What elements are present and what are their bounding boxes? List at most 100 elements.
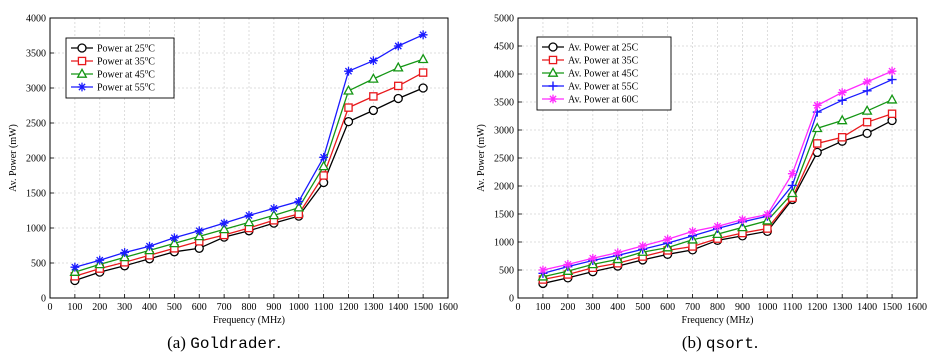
data-point-2-13	[392, 61, 404, 72]
x-tick-label: 300	[117, 302, 132, 313]
legend-marker-1	[548, 55, 558, 65]
x-tick-label: 1600	[438, 302, 458, 313]
data-point-1-12	[837, 133, 847, 142]
data-point-3-12	[368, 56, 378, 66]
x-axis-label: Frequency (MHz)	[682, 315, 754, 326]
y-tick-label: 2000	[494, 182, 514, 193]
y-tick-label: 5000	[494, 14, 514, 25]
y-tick-label: 3500	[26, 49, 46, 60]
x-tick-label: 1200	[807, 302, 827, 313]
data-point-2-7	[243, 216, 255, 227]
data-point-3-11	[344, 66, 353, 76]
x-tick-label: 500	[635, 302, 650, 313]
legend-label-degree: o	[145, 42, 149, 50]
y-axis-label: Av. Power (mW)	[8, 124, 19, 192]
legend-label-2: Av. Power at 45C	[568, 69, 639, 80]
data-point-2-5	[193, 230, 205, 241]
chart-goldrader: 0 100 200 300 400 500 600 700 800 900 1000 1100 1200…	[8, 14, 458, 354]
y-tick-label: 500	[499, 266, 514, 277]
legend-label-main: Power at 35	[97, 57, 145, 68]
legend-marker-3	[77, 82, 87, 92]
y-tick-label: 3500	[494, 98, 514, 109]
x-tick-label: 1300	[363, 302, 383, 313]
data-point-2-12	[367, 72, 379, 83]
data-point-4-8	[738, 215, 747, 224]
x-tick-label: 200	[92, 302, 107, 313]
legend-label-1: Av. Power at 35C	[568, 56, 639, 67]
data-point-4-11	[812, 100, 822, 110]
caption-suffix: .	[277, 333, 281, 352]
data-point-0-13	[393, 93, 403, 104]
x-tick-label: 1600	[907, 302, 927, 313]
y-tick-label: 2000	[26, 154, 46, 165]
y-tick-label: 4000	[494, 70, 514, 81]
y-tick-label: 0	[41, 294, 46, 305]
legend-label-3: Av. Power at 55C	[568, 82, 639, 93]
legend-label-0: Av. Power at 25C	[568, 43, 639, 54]
data-point-1-9	[763, 224, 772, 233]
data-point-1-10	[319, 171, 328, 180]
legend-label-2: Power at 45oC	[97, 68, 155, 81]
data-point-4-0	[538, 265, 548, 275]
data-point-4-9	[762, 210, 772, 219]
chart-qsort: 0 100 200 300 400 500 600 700 800 900 1000 1100 1200…	[476, 14, 927, 354]
data-point-2-14	[417, 53, 429, 64]
legend-marker-0	[77, 43, 87, 53]
data-point-4-10	[787, 169, 797, 179]
data-point-3-13	[393, 41, 403, 51]
data-point-1-11	[813, 139, 822, 148]
data-point-4-3	[613, 248, 623, 258]
data-point-3-10	[787, 180, 797, 190]
legend-label-main: Av. Power at 45C	[568, 69, 639, 80]
data-point-4-14	[887, 66, 897, 76]
x-tick-label: 700	[685, 302, 700, 313]
legend-marker-0	[548, 42, 558, 52]
legend-label-4: Av. Power at 60C	[568, 95, 639, 106]
legend-label-unit: C	[148, 83, 155, 94]
x-tick-label: 800	[242, 302, 257, 313]
legend-label-main: Power at 45	[97, 70, 145, 81]
legend-label-main: Av. Power at 60C	[568, 95, 639, 106]
legend-label-degree: o	[145, 68, 149, 76]
x-tick-label: 1000	[757, 302, 777, 313]
data-point-3-14	[887, 75, 897, 85]
y-tick-label: 2500	[494, 154, 514, 165]
data-point-4-7	[713, 221, 722, 231]
data-point-2-7	[712, 228, 723, 239]
y-tick-label: 3000	[494, 126, 514, 137]
data-point-3-7	[244, 211, 254, 220]
y-tick-label: 1000	[26, 224, 46, 235]
data-point-3-6	[219, 218, 229, 228]
x-tick-label: 100	[535, 302, 550, 313]
data-point-0-13	[862, 128, 872, 139]
x-tick-label: 1400	[388, 302, 408, 313]
data-point-4-1	[563, 260, 573, 269]
y-tick-label: 4500	[494, 42, 514, 53]
y-tick-label: 1500	[26, 189, 46, 200]
data-point-3-8	[269, 204, 279, 213]
x-tick-label: 600	[660, 302, 675, 313]
x-tick-label: 100	[67, 302, 82, 313]
x-tick-label: 600	[192, 302, 207, 313]
data-point-3-10	[319, 152, 329, 162]
x-tick-label: 700	[217, 302, 232, 313]
data-point-1-13	[862, 117, 872, 127]
x-tick-label: 900	[735, 302, 750, 313]
data-point-1-12	[369, 92, 378, 101]
data-point-4-12	[837, 88, 847, 97]
legend-label-0: Power at 25oC	[97, 42, 155, 55]
caption-name: qsort	[706, 335, 754, 353]
data-point-3-9	[294, 197, 304, 206]
legend-label-1: Power at 35oC	[97, 55, 155, 68]
caption-prefix: (b)	[682, 333, 706, 352]
legend-label-degree: o	[145, 81, 149, 89]
data-point-2-4	[168, 237, 180, 248]
y-tick-label: 0	[509, 294, 514, 305]
data-point-0-12	[368, 105, 379, 116]
x-tick-label: 1500	[413, 302, 433, 313]
x-tick-label: 1400	[857, 302, 877, 313]
x-tick-label: 300	[585, 302, 600, 313]
legend-label-3: Power at 55oC	[97, 81, 155, 94]
data-point-0-14	[418, 83, 428, 93]
data-point-2-8	[737, 221, 748, 232]
